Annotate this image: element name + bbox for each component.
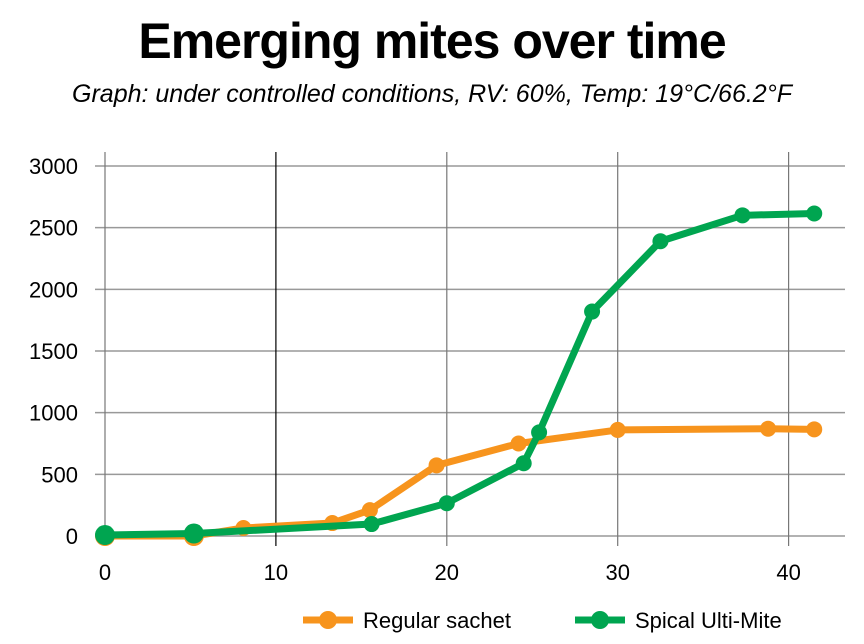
- x-tick-label: 0: [99, 560, 111, 585]
- data-point: [652, 233, 669, 250]
- data-point: [428, 457, 445, 474]
- legend-marker: [591, 611, 609, 629]
- chart-subtitle: Graph: under controlled conditions, RV: …: [72, 80, 792, 108]
- y-tick-label: 2500: [29, 216, 78, 241]
- y-tick-label: 1000: [29, 401, 78, 426]
- data-point: [510, 435, 527, 452]
- x-tick-label: 10: [264, 560, 288, 585]
- data-point: [760, 420, 777, 437]
- x-tick-label: 30: [605, 560, 629, 585]
- x-tick-label: 20: [435, 560, 459, 585]
- y-tick-label: 0: [66, 524, 78, 549]
- y-tick-label: 1500: [29, 339, 78, 364]
- data-point: [584, 303, 601, 320]
- series-line-1: [104, 209, 815, 539]
- data-point: [438, 495, 455, 512]
- chart-title: Emerging mites over time: [138, 13, 726, 69]
- data-point: [531, 424, 548, 441]
- y-tick-label: 2000: [29, 277, 78, 302]
- legend-label: Regular sachet: [363, 608, 511, 633]
- data-point: [363, 516, 380, 533]
- y-tick-label: 3000: [29, 154, 78, 179]
- data-point: [806, 205, 823, 222]
- data-point: [734, 207, 751, 224]
- series-line-0: [105, 425, 815, 540]
- data-point: [183, 523, 204, 544]
- y-tick-label: 500: [41, 462, 78, 487]
- data-point: [609, 421, 626, 438]
- data-point: [515, 455, 532, 472]
- legend-label: Spical Ulti-Mite: [635, 608, 782, 633]
- data-point: [95, 525, 115, 546]
- data-point: [806, 421, 823, 438]
- x-tick-label: 40: [776, 560, 800, 585]
- legend-marker: [319, 611, 337, 629]
- data-point: [361, 502, 378, 519]
